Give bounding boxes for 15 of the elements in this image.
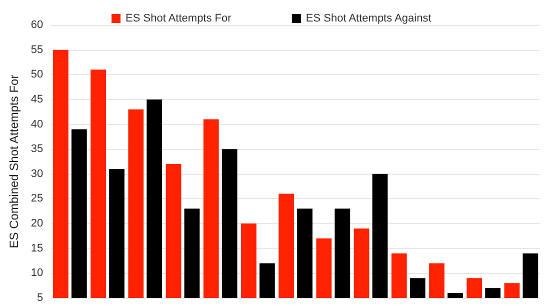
y-axis-title: ES Combined Shot Attempts For <box>7 74 21 248</box>
y-tick-label: 60 <box>30 19 44 31</box>
y-tick-label: 25 <box>30 192 44 205</box>
y-tick-label: 10 <box>30 267 44 280</box>
y-tick-label: 20 <box>30 218 44 230</box>
y-tick-label: 55 <box>30 44 44 56</box>
legend-label: ES Shot Attempts For <box>126 12 232 24</box>
legend-label: ES Shot Attempts Against <box>306 12 432 24</box>
y-tick-label: 45 <box>30 93 44 106</box>
y-tick-label: 5 <box>37 292 44 304</box>
y-tick-label: 50 <box>30 68 44 81</box>
y-tick-label: 30 <box>30 168 44 180</box>
y-tick-label: 35 <box>30 143 44 156</box>
y-tick-label: 15 <box>30 242 44 254</box>
y-tick-label: 40 <box>30 118 44 130</box>
